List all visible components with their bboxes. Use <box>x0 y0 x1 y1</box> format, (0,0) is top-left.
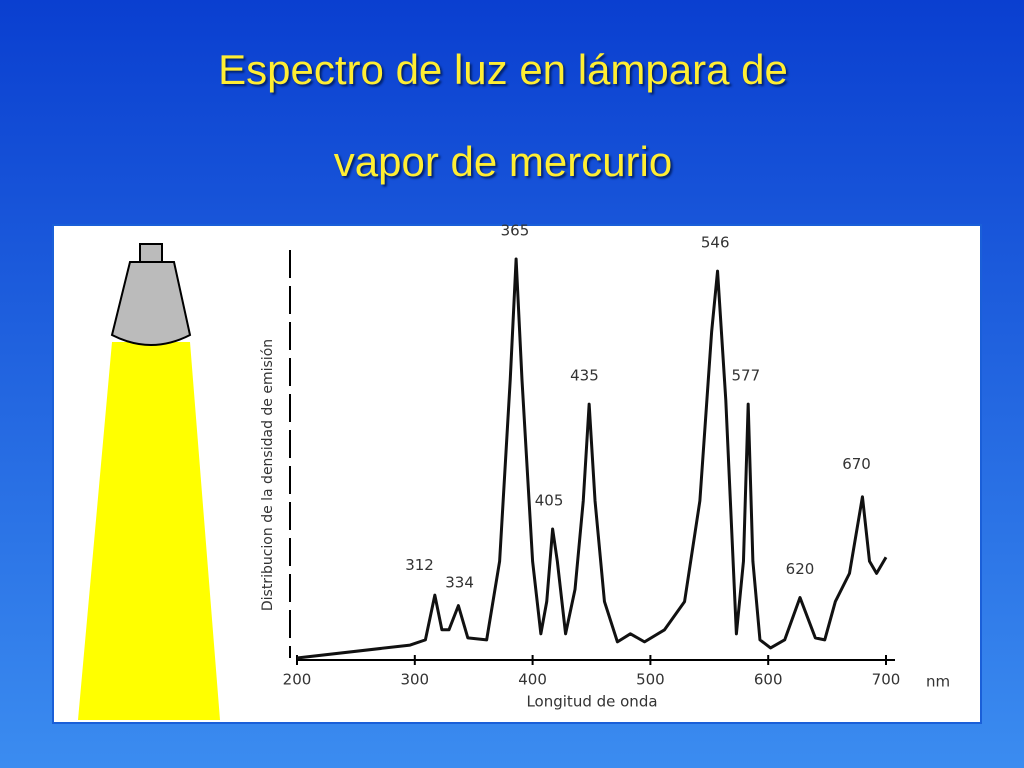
x-tick-label: 200 <box>283 671 312 689</box>
peak-label: 620 <box>786 560 815 578</box>
peak-label: 405 <box>535 491 564 509</box>
peak-label: 312 <box>405 556 434 574</box>
spectrum-line <box>296 257 888 660</box>
peak-label: 365 <box>501 221 530 239</box>
lamp <box>78 243 220 720</box>
peak-label: 670 <box>842 455 871 473</box>
x-unit: nm <box>926 673 950 691</box>
x-tick-label: 300 <box>400 671 429 689</box>
peak-label: 435 <box>570 366 599 384</box>
x-tick-label: 700 <box>872 671 901 689</box>
x-tick-label: 500 <box>636 671 665 689</box>
peak-label: 334 <box>445 574 474 592</box>
peak-label: 577 <box>731 366 760 384</box>
y-axis-label: Distribucion de la densidad de emisión <box>260 339 276 611</box>
peak-label: 546 <box>701 234 730 252</box>
x-axis-label: Longitud de onda <box>526 693 657 711</box>
x-tick-label: 600 <box>754 671 783 689</box>
slide-title: Espectro de luz en lámpara de vapor de m… <box>218 46 788 185</box>
x-tick-label: 400 <box>518 671 547 689</box>
